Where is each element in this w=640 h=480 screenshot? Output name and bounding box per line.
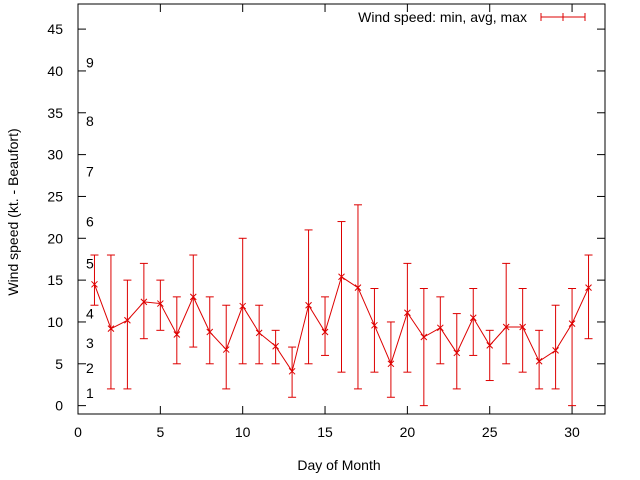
error-bar-day-10 [238,237,247,365]
error-bar-day-7 [189,254,198,348]
y-tick-label: 0 [55,398,63,414]
beaufort-level-label: 1 [86,385,94,401]
error-bar-day-2 [106,254,115,390]
error-bar-day-3 [123,279,132,390]
error-bar-day-17 [353,204,362,390]
x-tick-label: 10 [235,424,251,440]
plot-border [77,3,606,415]
error-bar-day-30 [568,287,577,407]
beaufort-level-label: 2 [86,360,94,376]
x-tick-label: 20 [400,424,416,440]
x-tick-label: 0 [74,424,82,440]
x-tick-label: 5 [156,424,164,440]
plot-frame [77,3,606,415]
error-bar-day-21 [419,287,428,407]
x-axis-label: Day of Month [297,457,380,473]
error-bar-day-20 [403,262,412,373]
average-line [94,275,589,373]
error-bar-day-1 [90,254,99,306]
error-bar-day-15 [321,296,330,356]
average-point-marker [91,280,98,288]
error-bar-day-14 [304,229,313,365]
y-tick-label: 15 [47,272,63,288]
error-bar-day-25 [485,329,494,382]
beaufort-level-label: 7 [86,163,94,179]
average-line-layer [94,275,589,373]
x-tick-label: 30 [564,424,580,440]
y-axis-label: Wind speed (kt. - Beaufort) [5,128,21,295]
error-bar-day-27 [518,287,527,373]
error-bars [90,204,593,407]
y-tick-label: 30 [47,147,63,163]
error-bar-day-22 [436,296,445,365]
beaufort-level-label: 5 [86,255,94,271]
error-bar-day-26 [502,262,511,365]
x-tick-label: 15 [317,424,333,440]
y-tick-label: 25 [47,188,63,204]
error-bar-day-6 [172,296,181,365]
error-bar-day-8 [205,296,214,365]
error-bar-day-19 [386,321,395,398]
error-bar-day-16 [337,221,346,373]
x-tick-label: 25 [482,424,498,440]
y-tick-label: 10 [47,314,63,330]
error-bar-day-5 [156,279,165,331]
beaufort-level-label: 9 [86,55,94,71]
y-tick-label: 40 [47,63,63,79]
y-tick-label: 20 [47,230,63,246]
y-tick-label: 45 [47,21,63,37]
error-bar-day-29 [551,304,560,390]
beaufort-level-label: 3 [86,335,94,351]
beaufort-level-label: 4 [86,306,94,322]
legend-label: Wind speed: min, avg, max [358,9,527,25]
axis-ticks [77,4,605,414]
y-tick-label: 5 [55,356,63,372]
beaufort-scale-labels: 1 2 3 4 5 6 7 8 9 [86,55,94,402]
error-bar-day-18 [370,287,379,373]
y-tick-label: 35 [47,105,63,121]
error-bar-day-23 [452,313,461,390]
beaufort-level-label: 6 [86,214,94,230]
error-bar-day-4 [139,262,148,340]
error-bar-day-31 [584,254,593,340]
beaufort-level-label: 8 [86,113,94,129]
legend: Wind speed: min, avg, max [358,9,586,25]
